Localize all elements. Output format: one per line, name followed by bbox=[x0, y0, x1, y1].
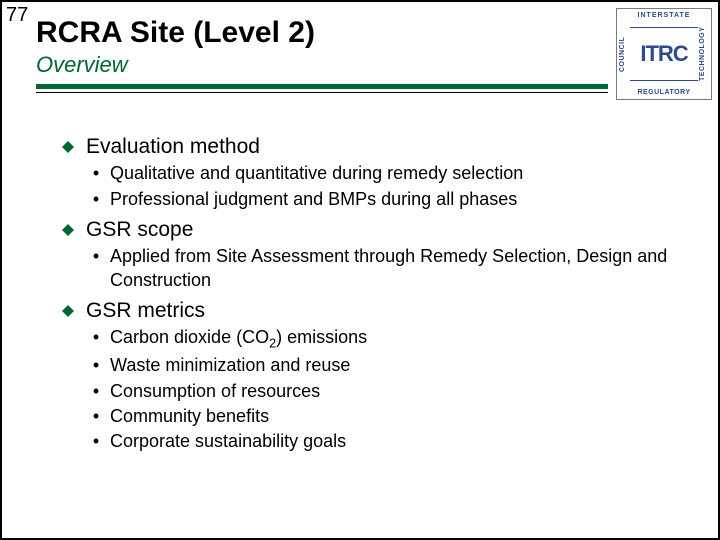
sub-bullet-text: Professional judgment and BMPs during al… bbox=[110, 188, 517, 211]
logo-center-text: ITRC bbox=[640, 41, 687, 67]
slide-container: 77 RCRA Site (Level 2) Overview INTERSTA… bbox=[0, 0, 720, 540]
bullet-level2: • Corporate sustainability goals bbox=[90, 430, 678, 453]
itrc-logo: INTERSTATE COUNCIL ITRC TECHNOLOGY REGUL… bbox=[616, 8, 712, 100]
sub-bullet-text: Consumption of resources bbox=[110, 380, 320, 403]
diamond-bullet-icon bbox=[62, 224, 76, 236]
rule-black bbox=[36, 92, 608, 93]
bullet-level2: • Qualitative and quantitative during re… bbox=[90, 162, 678, 185]
page-number: 77 bbox=[2, 2, 32, 29]
slide-title: RCRA Site (Level 2) bbox=[36, 16, 608, 50]
logo-center: ITRC bbox=[630, 27, 698, 81]
header-rules bbox=[36, 84, 608, 93]
bullet-level1: GSR metrics bbox=[62, 298, 678, 324]
sub-bullet-text: Applied from Site Assessment through Rem… bbox=[110, 245, 678, 292]
slide-header: RCRA Site (Level 2) Overview bbox=[36, 16, 608, 93]
bullet-label: GSR metrics bbox=[86, 298, 205, 324]
rule-green bbox=[36, 84, 608, 89]
slide-content: Evaluation method • Qualitative and quan… bbox=[62, 128, 678, 456]
diamond-bullet-icon bbox=[62, 305, 76, 317]
logo-right-text: TECHNOLOGY bbox=[699, 13, 709, 95]
sub-bullet-text: Community benefits bbox=[110, 405, 269, 428]
bullet-level1: Evaluation method bbox=[62, 134, 678, 160]
sub-bullet-text: Carbon dioxide (CO2) emissions bbox=[110, 326, 367, 352]
dot-bullet-icon: • bbox=[90, 355, 102, 377]
dot-bullet-icon: • bbox=[90, 189, 102, 211]
slide-subtitle: Overview bbox=[36, 52, 608, 78]
dot-bullet-icon: • bbox=[90, 327, 102, 349]
dot-bullet-icon: • bbox=[90, 163, 102, 185]
sub-bullet-text: Corporate sustainability goals bbox=[110, 430, 346, 453]
bullet-label: Evaluation method bbox=[86, 134, 260, 160]
dot-bullet-icon: • bbox=[90, 431, 102, 453]
bullet-level2: • Applied from Site Assessment through R… bbox=[90, 245, 678, 292]
bullet-level2: • Consumption of resources bbox=[90, 380, 678, 403]
logo-top-text: INTERSTATE bbox=[631, 12, 697, 19]
bullet-level2: • Carbon dioxide (CO2) emissions bbox=[90, 326, 678, 352]
bullet-level2: • Waste minimization and reuse bbox=[90, 354, 678, 377]
dot-bullet-icon: • bbox=[90, 406, 102, 428]
bullet-level1: GSR scope bbox=[62, 217, 678, 243]
bullet-level2: • Community benefits bbox=[90, 405, 678, 428]
sub-bullet-text: Waste minimization and reuse bbox=[110, 354, 350, 377]
dot-bullet-icon: • bbox=[90, 381, 102, 403]
sub-bullet-text: Qualitative and quantitative during reme… bbox=[110, 162, 523, 185]
bullet-label: GSR scope bbox=[86, 217, 193, 243]
logo-bottom-text: REGULATORY bbox=[631, 89, 697, 96]
bullet-level2: • Professional judgment and BMPs during … bbox=[90, 188, 678, 211]
dot-bullet-icon: • bbox=[90, 246, 102, 268]
logo-left-text: COUNCIL bbox=[619, 13, 629, 95]
diamond-bullet-icon bbox=[62, 141, 76, 153]
